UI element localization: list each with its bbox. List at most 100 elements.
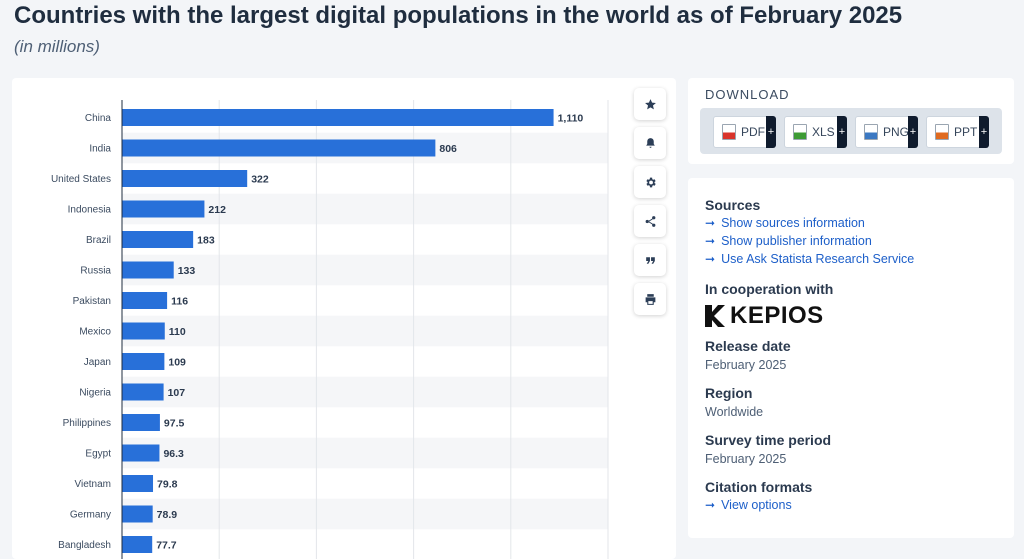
share-icon — [645, 215, 655, 227]
bar[interactable] — [122, 383, 164, 401]
category-label: Japan — [84, 357, 111, 368]
data-label: 322 — [251, 174, 269, 186]
data-label: 133 — [178, 265, 196, 277]
png-file-icon — [864, 124, 878, 140]
download-ppt-label: PPT — [954, 125, 978, 139]
bar[interactable] — [122, 322, 165, 340]
show-publisher-link[interactable]: ➞ Show publisher information — [705, 234, 872, 248]
category-label: Russia — [80, 266, 111, 277]
xls-file-icon — [793, 124, 807, 140]
bar[interactable] — [122, 109, 554, 126]
plus-icon: + — [766, 116, 776, 148]
release-date-heading: Release date — [705, 338, 791, 354]
download-heading: DOWNLOAD — [705, 87, 790, 102]
bar[interactable] — [122, 231, 194, 248]
region-heading: Region — [705, 385, 753, 401]
gear-icon — [645, 177, 656, 187]
data-label: 97.5 — [164, 418, 185, 430]
bar[interactable] — [122, 261, 174, 279]
category-label: Germany — [70, 510, 111, 521]
bar[interactable] — [122, 536, 153, 553]
bar[interactable] — [122, 414, 160, 431]
bar[interactable] — [122, 444, 160, 462]
favorite-button[interactable] — [634, 88, 666, 120]
settings-button[interactable] — [634, 166, 666, 198]
data-label: 212 — [208, 204, 226, 216]
data-label: 107 — [168, 387, 186, 399]
bar[interactable] — [122, 139, 436, 157]
category-label: China — [85, 113, 112, 124]
cite-button[interactable] — [634, 244, 666, 276]
category-label: Philippines — [63, 418, 111, 429]
survey-period-value: February 2025 — [705, 452, 787, 466]
show-publisher-label: Show publisher information — [721, 234, 872, 248]
category-label: Bangladesh — [58, 540, 111, 551]
row-band — [122, 315, 608, 347]
row-band — [122, 254, 608, 286]
category-label: Pakistan — [73, 296, 111, 307]
region-value: Worldwide — [705, 405, 764, 419]
bell-icon — [645, 137, 655, 148]
row-band — [122, 498, 608, 530]
download-panel: DOWNLOAD PDF + XLS + PNG + PPT + — [688, 78, 1014, 164]
download-pdf-label: PDF — [741, 125, 765, 139]
download-xls-button[interactable]: XLS + — [784, 116, 847, 148]
bar[interactable] — [122, 292, 168, 309]
print-icon — [645, 293, 655, 305]
notification-button[interactable] — [634, 127, 666, 159]
show-sources-label: Show sources information — [721, 216, 865, 230]
statistic-info-panel: Sources ➞ Show sources information ➞ Show … — [688, 178, 1014, 538]
download-options: PDF + XLS + PNG + PPT + — [700, 108, 1002, 154]
plus-icon: + — [979, 116, 989, 148]
data-label: 1,110 — [558, 113, 584, 125]
show-sources-link[interactable]: ➞ Show sources information — [705, 216, 865, 230]
view-options-link[interactable]: ➞ View options — [705, 498, 792, 512]
research-service-label: Use Ask Statista Research Service — [721, 252, 915, 266]
category-label: United States — [51, 174, 111, 185]
chart-subtitle: (in millions) — [14, 37, 100, 56]
row-band — [122, 437, 608, 469]
data-label: 78.9 — [157, 509, 178, 521]
category-label: Egypt — [85, 449, 111, 460]
research-service-link[interactable]: ➞ Use Ask Statista Research Service — [705, 252, 914, 266]
arrow-right-icon: ➞ — [705, 498, 716, 512]
download-png-button[interactable]: PNG + — [855, 116, 918, 148]
citation-formats-heading: Citation formats — [705, 479, 813, 495]
download-ppt-button[interactable]: PPT + — [926, 116, 989, 148]
data-label: 183 — [197, 235, 215, 247]
row-band — [122, 376, 608, 408]
plus-icon: + — [908, 116, 918, 148]
arrow-right-icon: ➞ — [705, 234, 716, 248]
bar[interactable] — [122, 170, 248, 187]
category-label: Brazil — [86, 235, 111, 246]
bar[interactable] — [122, 200, 205, 218]
chart-title: Countries with the largest digital popul… — [14, 2, 903, 29]
cooperation-heading: In cooperation with — [705, 281, 834, 297]
data-label: 77.7 — [156, 540, 177, 552]
chart-card: China 1,110 India 806 United States 322 Indone… — [12, 78, 676, 559]
download-pdf-button[interactable]: PDF + — [713, 116, 776, 148]
arrow-right-icon: ➞ — [705, 216, 716, 230]
category-label: India — [89, 144, 111, 155]
kepios-logo-text: KEPIOS — [730, 302, 824, 329]
category-label: Nigeria — [79, 388, 111, 399]
view-options-label: View options — [721, 498, 792, 512]
bar[interactable] — [122, 353, 165, 370]
download-xls-label: XLS — [812, 125, 835, 139]
plus-icon: + — [837, 116, 847, 148]
pdf-file-icon — [722, 124, 736, 140]
category-label: Mexico — [79, 327, 111, 338]
release-date-value: February 2025 — [705, 358, 787, 372]
bar[interactable] — [122, 475, 154, 492]
data-label: 79.8 — [157, 479, 178, 491]
share-button[interactable] — [634, 205, 666, 237]
bar-chart: China 1,110 India 806 United States 322 Indone… — [51, 100, 609, 559]
data-label: 110 — [169, 326, 186, 338]
arrow-right-icon: ➞ — [705, 252, 716, 266]
data-label: 116 — [171, 296, 188, 308]
kepios-logo-mark-icon — [705, 305, 725, 327]
bar[interactable] — [122, 505, 153, 523]
print-button[interactable] — [634, 283, 666, 315]
kepios-logo: KEPIOS — [705, 302, 824, 330]
data-label: 806 — [439, 143, 457, 155]
